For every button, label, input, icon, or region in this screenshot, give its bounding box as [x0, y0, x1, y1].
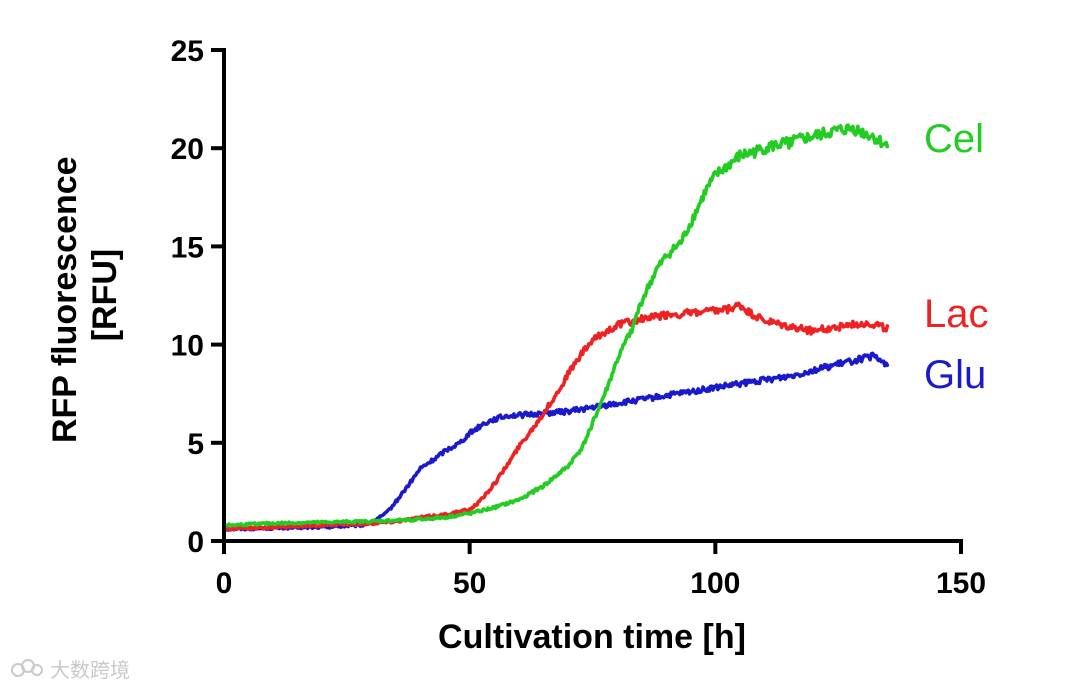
y-tick-label: 25 [171, 35, 204, 68]
y-tick-label: 20 [171, 133, 204, 166]
y-axis-title: RFP fluorescence [RFU] [46, 147, 124, 443]
series-label-cel: Cel [924, 117, 984, 161]
axes-layer [222, 48, 963, 543]
series-label-lac: Lac [924, 292, 989, 336]
series-line-glu [222, 351, 890, 532]
y-tick-label: 5 [187, 428, 204, 461]
y-tick-label: 0 [187, 526, 204, 559]
watermark: 大数跨境 [10, 654, 130, 682]
y-axis-title-line2: [RFU] [86, 249, 124, 342]
series-line-cel [222, 123, 890, 528]
x-tick-label: 0 [216, 567, 233, 600]
x-tick-label: 100 [690, 567, 740, 600]
series-line-lac [222, 301, 890, 532]
x-tick-label: 150 [936, 567, 986, 600]
x-tick-label: 50 [453, 567, 486, 600]
series-labels-layer: Glu Lac Cel [924, 117, 989, 397]
y-tick-label: 15 [171, 231, 204, 264]
y-tick-label: 10 [171, 330, 204, 363]
series-layer [222, 123, 890, 532]
y-axis-title-line1: RFP fluorescence [46, 156, 84, 443]
series-label-glu: Glu [924, 353, 986, 397]
watermark-logo-icon [11, 659, 43, 677]
ticks-layer: 0 5 10 15 20 25 0 50 100 150 [171, 35, 986, 600]
watermark-text: 大数跨境 [50, 657, 130, 682]
x-axis-title: Cultivation time [h] [438, 618, 746, 656]
